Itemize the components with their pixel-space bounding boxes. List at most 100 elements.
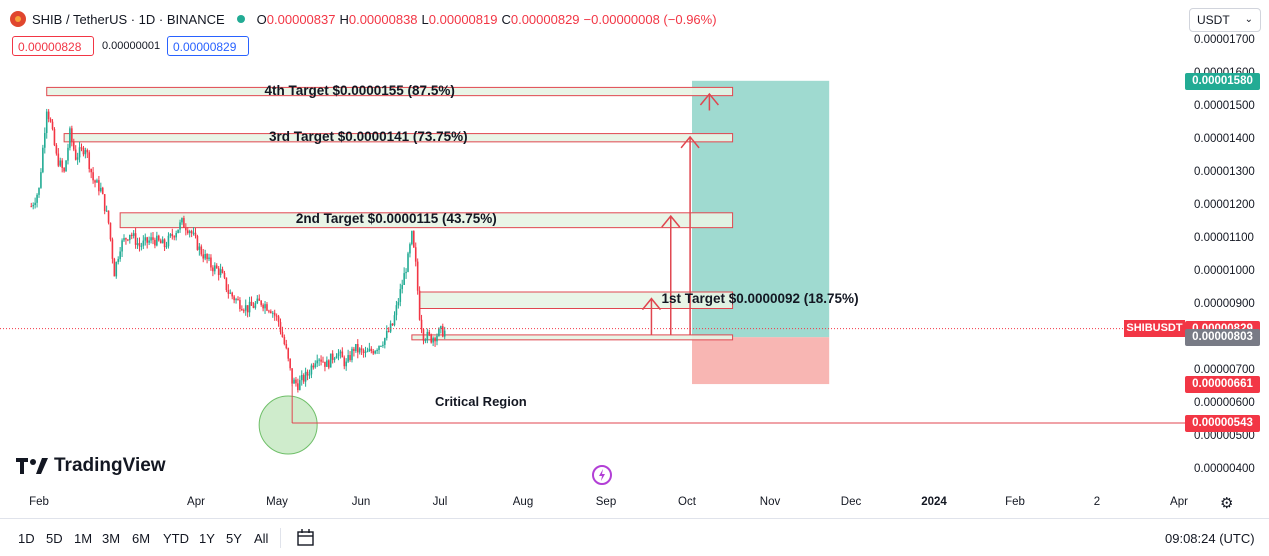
candle-body[interactable] bbox=[434, 338, 436, 342]
candle-body[interactable] bbox=[192, 232, 195, 234]
candle-body[interactable] bbox=[308, 374, 311, 376]
sell-button[interactable]: 0.00000828 bbox=[12, 36, 94, 56]
candle-body[interactable] bbox=[403, 273, 405, 285]
candle-body[interactable] bbox=[165, 246, 168, 248]
candle-body[interactable] bbox=[384, 338, 386, 345]
candle-body[interactable] bbox=[438, 328, 440, 336]
candle-body[interactable] bbox=[57, 153, 60, 166]
candle-body[interactable] bbox=[142, 240, 145, 246]
candle-body[interactable] bbox=[215, 265, 218, 269]
candle-body[interactable] bbox=[306, 371, 309, 376]
candle-body[interactable] bbox=[78, 147, 81, 158]
candle-body[interactable] bbox=[289, 358, 291, 369]
candle-body[interactable] bbox=[84, 150, 87, 155]
period-1m[interactable]: 1M bbox=[74, 531, 93, 546]
candle-body[interactable] bbox=[331, 353, 334, 360]
calendar-range-icon[interactable] bbox=[295, 527, 317, 549]
candle-body[interactable] bbox=[67, 147, 69, 161]
candle-body[interactable] bbox=[159, 240, 162, 244]
candle-body[interactable] bbox=[204, 253, 206, 259]
candle-body[interactable] bbox=[69, 128, 71, 148]
candle-body[interactable] bbox=[260, 300, 262, 305]
candle-body[interactable] bbox=[169, 234, 172, 236]
candle-body[interactable] bbox=[256, 298, 259, 304]
candle-body[interactable] bbox=[146, 237, 148, 243]
candle-body[interactable] bbox=[335, 356, 338, 359]
candle-body[interactable] bbox=[262, 304, 264, 309]
candle-body[interactable] bbox=[212, 267, 214, 272]
candle-body[interactable] bbox=[109, 222, 112, 240]
candle-body[interactable] bbox=[32, 205, 35, 207]
candle-body[interactable] bbox=[30, 206, 33, 208]
buy-button[interactable]: 0.00000829 bbox=[167, 36, 249, 56]
candle-body[interactable] bbox=[275, 315, 278, 317]
candle-body[interactable] bbox=[364, 351, 367, 353]
clock-time[interactable]: 09:08:24 (UTC) bbox=[1165, 531, 1255, 546]
candle-body[interactable] bbox=[175, 233, 177, 238]
candle-body[interactable] bbox=[105, 210, 108, 212]
candle-body[interactable] bbox=[127, 239, 129, 241]
candle-body[interactable] bbox=[233, 296, 235, 301]
candle-body[interactable] bbox=[389, 323, 392, 332]
candle-body[interactable] bbox=[409, 244, 411, 254]
candle-body[interactable] bbox=[107, 210, 110, 223]
candle-body[interactable] bbox=[231, 292, 233, 297]
candle-body[interactable] bbox=[111, 239, 114, 259]
candle-body[interactable] bbox=[281, 331, 284, 338]
candle-body[interactable] bbox=[318, 359, 320, 361]
candle-body[interactable] bbox=[198, 246, 201, 250]
candle-body[interactable] bbox=[291, 368, 293, 384]
candle-body[interactable] bbox=[360, 348, 363, 351]
candle-body[interactable] bbox=[413, 231, 415, 248]
candle-body[interactable] bbox=[154, 239, 156, 246]
candle-body[interactable] bbox=[196, 236, 199, 250]
candle-body[interactable] bbox=[221, 269, 224, 273]
period-3m[interactable]: 3M bbox=[102, 531, 121, 546]
candle-body[interactable] bbox=[217, 268, 220, 276]
candle-body[interactable] bbox=[374, 351, 376, 354]
replay-icon[interactable] bbox=[591, 464, 613, 486]
candle-body[interactable] bbox=[277, 316, 280, 323]
candle-body[interactable] bbox=[302, 375, 305, 382]
candle-body[interactable] bbox=[148, 240, 150, 243]
candle-body[interactable] bbox=[42, 147, 44, 173]
candle-body[interactable] bbox=[362, 350, 365, 353]
candle-body[interactable] bbox=[407, 253, 409, 272]
candle-body[interactable] bbox=[38, 187, 40, 195]
candle-body[interactable] bbox=[92, 172, 94, 181]
candle-body[interactable] bbox=[285, 344, 288, 349]
candle-body[interactable] bbox=[101, 187, 104, 195]
candle-body[interactable] bbox=[225, 277, 228, 291]
candle-body[interactable] bbox=[59, 160, 62, 166]
candle-body[interactable] bbox=[72, 141, 75, 150]
candle-body[interactable] bbox=[43, 133, 46, 148]
candle-body[interactable] bbox=[358, 348, 361, 353]
candle-body[interactable] bbox=[123, 238, 125, 241]
candle-body[interactable] bbox=[208, 257, 210, 260]
candle-body[interactable] bbox=[239, 300, 241, 309]
candle-body[interactable] bbox=[258, 298, 261, 301]
candle-body[interactable] bbox=[341, 351, 344, 358]
candle-body[interactable] bbox=[254, 303, 257, 308]
candle-body[interactable] bbox=[382, 344, 384, 346]
period-6m[interactable]: 6M bbox=[132, 531, 151, 546]
candle-body[interactable] bbox=[271, 312, 274, 314]
candle-body[interactable] bbox=[223, 272, 226, 278]
candle-body[interactable] bbox=[61, 160, 63, 168]
candle-body[interactable] bbox=[397, 301, 400, 306]
candle-body[interactable] bbox=[333, 358, 336, 360]
candle-body[interactable] bbox=[244, 305, 247, 311]
candle-body[interactable] bbox=[355, 344, 357, 351]
candle-body[interactable] bbox=[53, 129, 56, 146]
candle-body[interactable] bbox=[113, 258, 116, 277]
period-5d[interactable]: 5D bbox=[46, 531, 63, 546]
candle-body[interactable] bbox=[65, 160, 67, 172]
candle-body[interactable] bbox=[393, 315, 396, 326]
candle-body[interactable] bbox=[34, 202, 36, 206]
candle-body[interactable] bbox=[316, 360, 319, 364]
candle-body[interactable] bbox=[441, 326, 444, 337]
candle-body[interactable] bbox=[270, 311, 272, 313]
period-all[interactable]: All bbox=[254, 531, 269, 546]
candle-body[interactable] bbox=[171, 234, 174, 237]
